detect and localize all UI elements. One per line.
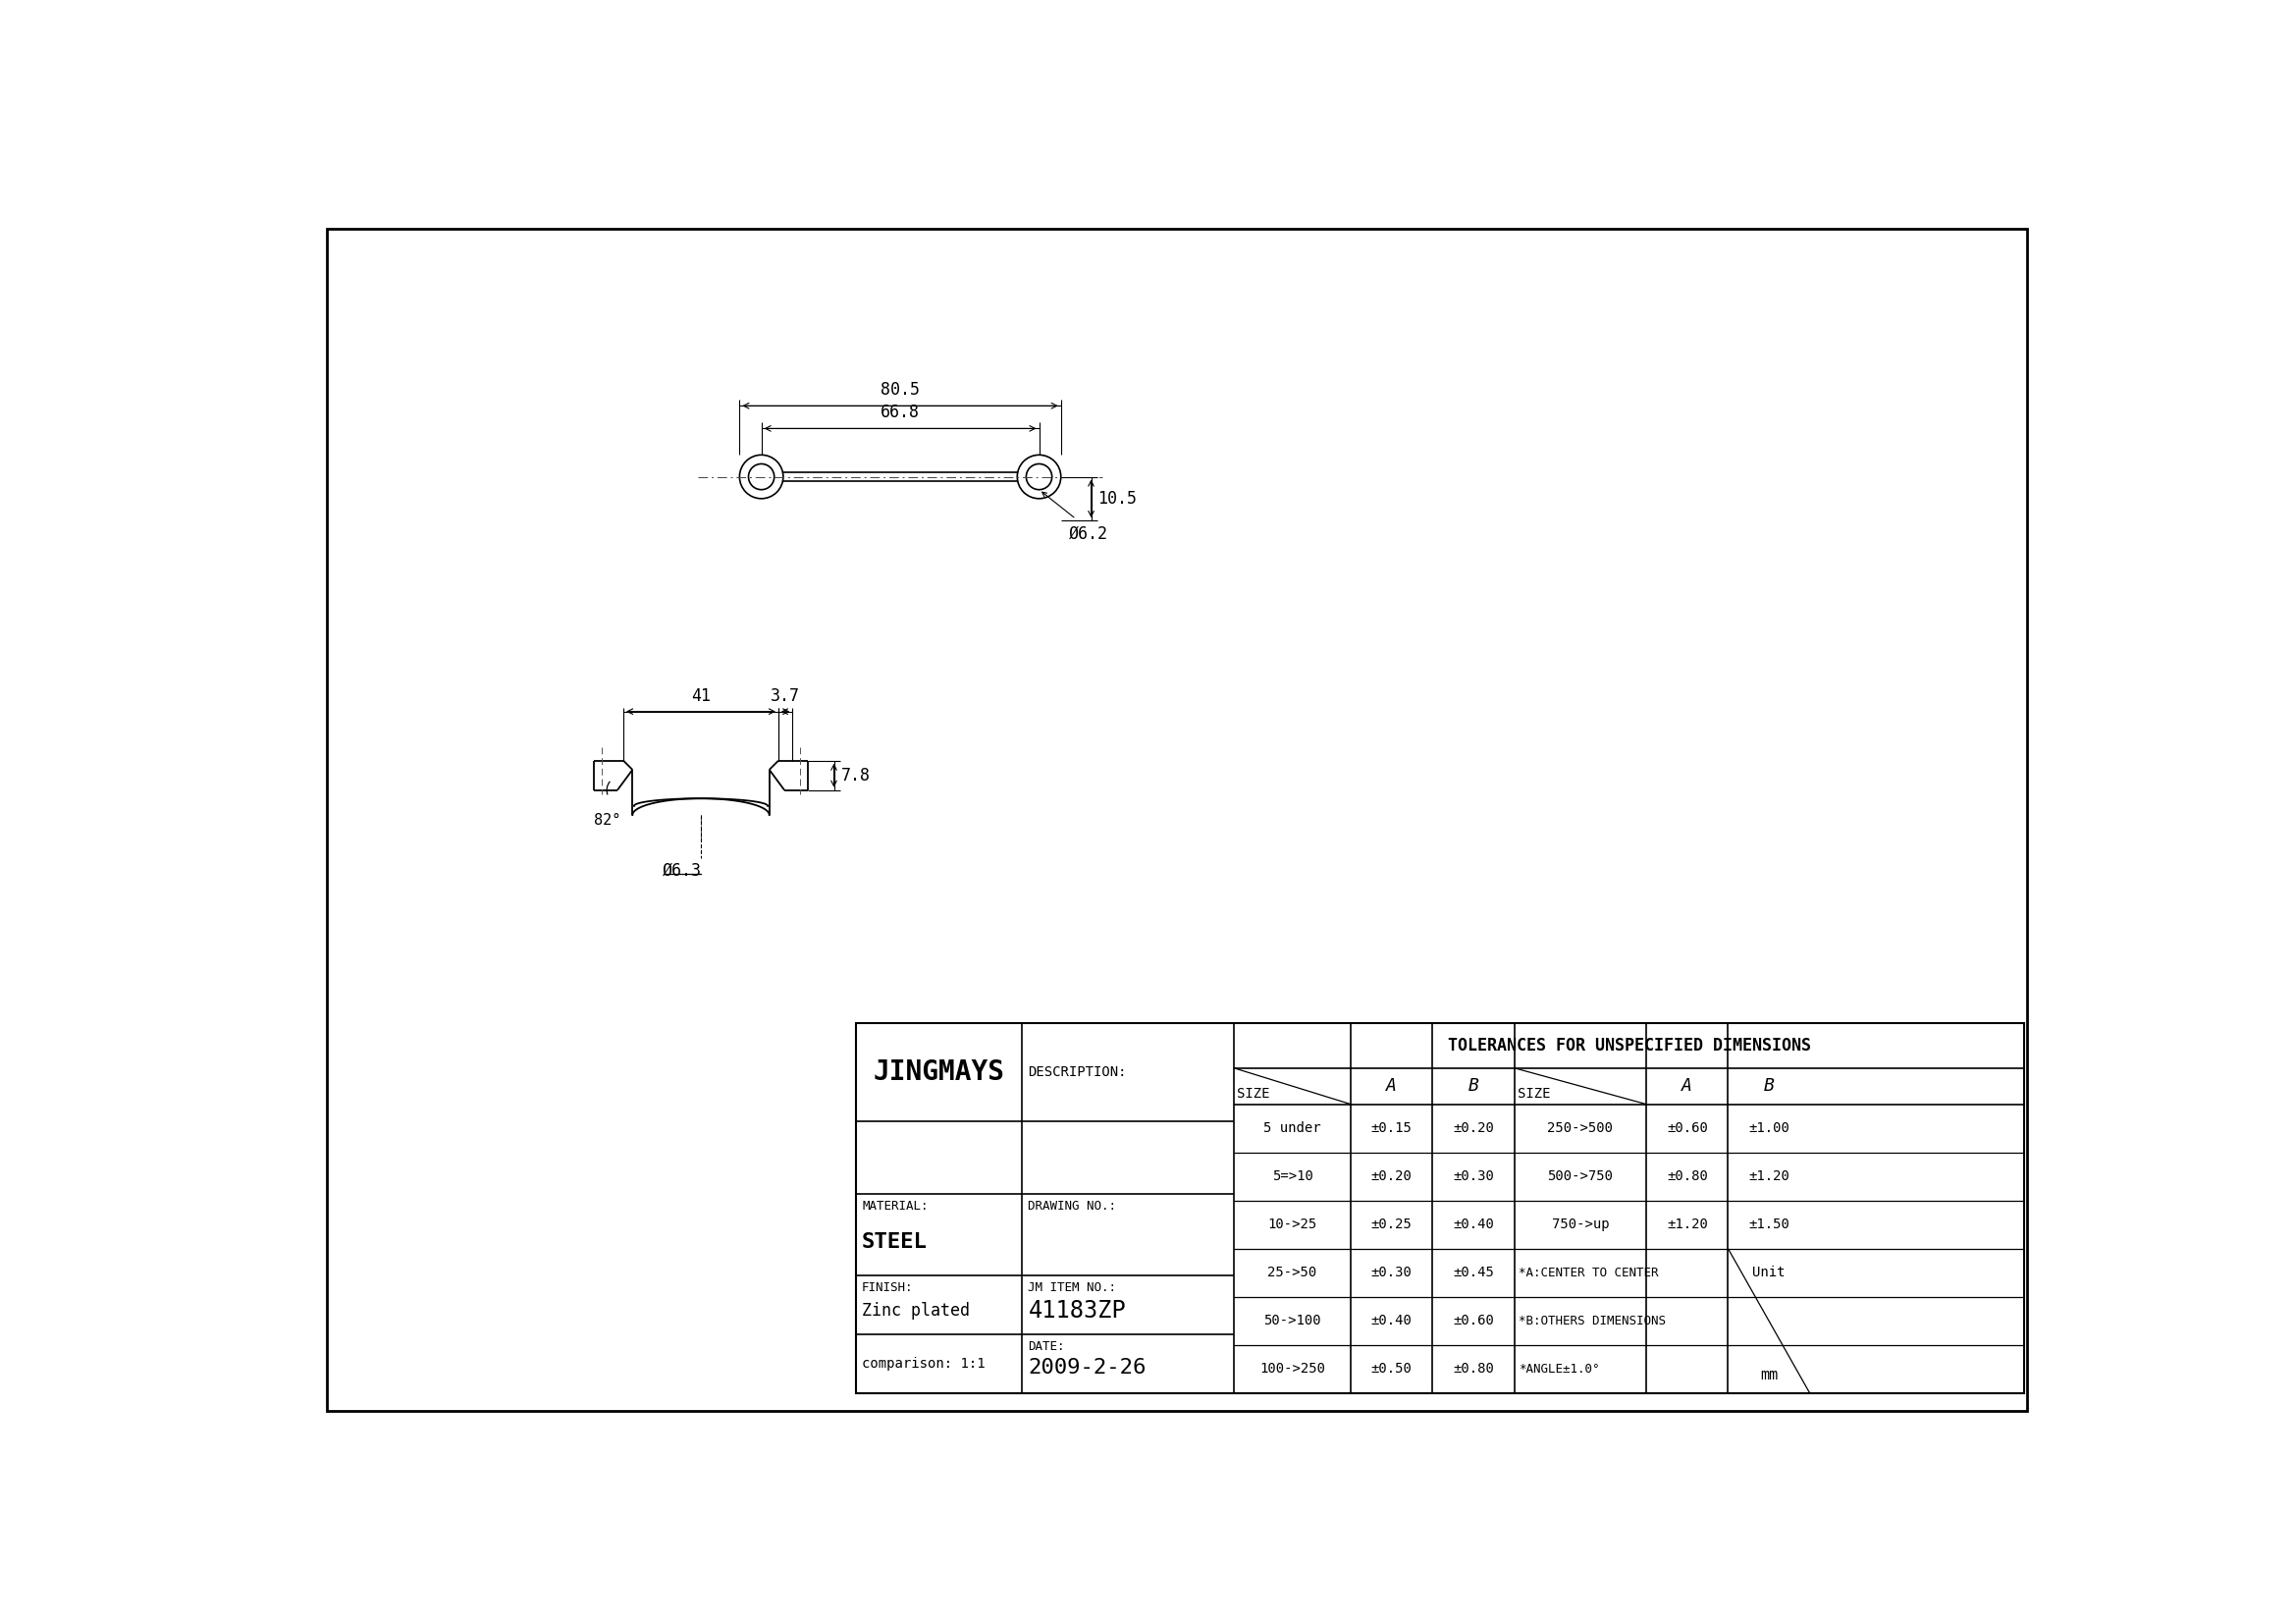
- Text: ±1.50: ±1.50: [1747, 1217, 1789, 1232]
- Text: ±0.40: ±0.40: [1371, 1315, 1412, 1328]
- Text: DRAWING NO.:: DRAWING NO.:: [1029, 1199, 1116, 1212]
- Text: 10->25: 10->25: [1267, 1217, 1318, 1232]
- Text: 10.5: 10.5: [1097, 490, 1137, 508]
- Text: ±0.80: ±0.80: [1667, 1170, 1708, 1183]
- Text: ±0.60: ±0.60: [1667, 1121, 1708, 1134]
- Text: ±0.30: ±0.30: [1371, 1266, 1412, 1279]
- Text: ±1.20: ±1.20: [1747, 1170, 1789, 1183]
- Text: ±0.40: ±0.40: [1453, 1217, 1495, 1232]
- Text: ±0.20: ±0.20: [1453, 1121, 1495, 1134]
- Text: 66.8: 66.8: [882, 404, 921, 422]
- Text: mm: mm: [1761, 1368, 1777, 1383]
- Text: FINISH:: FINISH:: [861, 1281, 914, 1294]
- Text: 5 under: 5 under: [1263, 1121, 1320, 1134]
- Text: 250->500: 250->500: [1548, 1121, 1614, 1134]
- Text: 500->750: 500->750: [1548, 1170, 1614, 1183]
- Text: A: A: [1387, 1078, 1396, 1096]
- Bar: [856, 1022, 2025, 1393]
- Text: Unit: Unit: [1752, 1266, 1786, 1279]
- Text: Ø6.3: Ø6.3: [661, 862, 703, 880]
- Text: ±0.45: ±0.45: [1453, 1266, 1495, 1279]
- Text: 41: 41: [691, 687, 712, 704]
- Text: *B:OTHERS DIMENSIONS: *B:OTHERS DIMENSIONS: [1518, 1315, 1667, 1328]
- Text: 80.5: 80.5: [882, 381, 921, 399]
- Text: 750->up: 750->up: [1552, 1217, 1609, 1232]
- Text: ±0.25: ±0.25: [1371, 1217, 1412, 1232]
- Text: SIZE: SIZE: [1238, 1087, 1270, 1100]
- Text: B: B: [1467, 1078, 1479, 1096]
- Text: 82°: 82°: [595, 813, 622, 828]
- Text: comparison: 1:1: comparison: 1:1: [861, 1357, 985, 1370]
- Text: 100->250: 100->250: [1261, 1362, 1325, 1376]
- Text: Zinc plated: Zinc plated: [861, 1302, 969, 1319]
- Text: 3.7: 3.7: [771, 687, 799, 704]
- Text: ±0.60: ±0.60: [1453, 1315, 1495, 1328]
- Text: TOLERANCES FOR UNSPECIFIED DIMENSIONS: TOLERANCES FOR UNSPECIFIED DIMENSIONS: [1446, 1037, 1812, 1053]
- Text: STEEL: STEEL: [861, 1232, 928, 1251]
- Text: ±0.20: ±0.20: [1371, 1170, 1412, 1183]
- Text: ±0.30: ±0.30: [1453, 1170, 1495, 1183]
- Text: 5=>10: 5=>10: [1272, 1170, 1313, 1183]
- Text: 2009-2-26: 2009-2-26: [1029, 1357, 1146, 1378]
- Text: ±1.00: ±1.00: [1747, 1121, 1789, 1134]
- Text: *A:CENTER TO CENTER: *A:CENTER TO CENTER: [1518, 1266, 1658, 1279]
- Text: SIZE: SIZE: [1518, 1087, 1550, 1100]
- Text: *ANGLE±1.0°: *ANGLE±1.0°: [1518, 1363, 1600, 1375]
- Text: ±0.50: ±0.50: [1371, 1362, 1412, 1376]
- Text: A: A: [1683, 1078, 1692, 1096]
- Text: DATE:: DATE:: [1029, 1341, 1065, 1354]
- Text: ±0.80: ±0.80: [1453, 1362, 1495, 1376]
- Text: ±1.20: ±1.20: [1667, 1217, 1708, 1232]
- Text: Ø6.2: Ø6.2: [1068, 526, 1107, 542]
- Text: 41183ZP: 41183ZP: [1029, 1298, 1125, 1323]
- Text: DESCRIPTION:: DESCRIPTION:: [1029, 1065, 1127, 1079]
- Text: B: B: [1763, 1078, 1775, 1096]
- Text: JM ITEM NO.:: JM ITEM NO.:: [1029, 1281, 1116, 1294]
- Text: 25->50: 25->50: [1267, 1266, 1318, 1279]
- Text: ±0.15: ±0.15: [1371, 1121, 1412, 1134]
- Text: 50->100: 50->100: [1263, 1315, 1320, 1328]
- Text: 7.8: 7.8: [840, 766, 870, 784]
- Text: MATERIAL:: MATERIAL:: [861, 1199, 928, 1212]
- Text: JINGMAYS: JINGMAYS: [872, 1058, 1006, 1086]
